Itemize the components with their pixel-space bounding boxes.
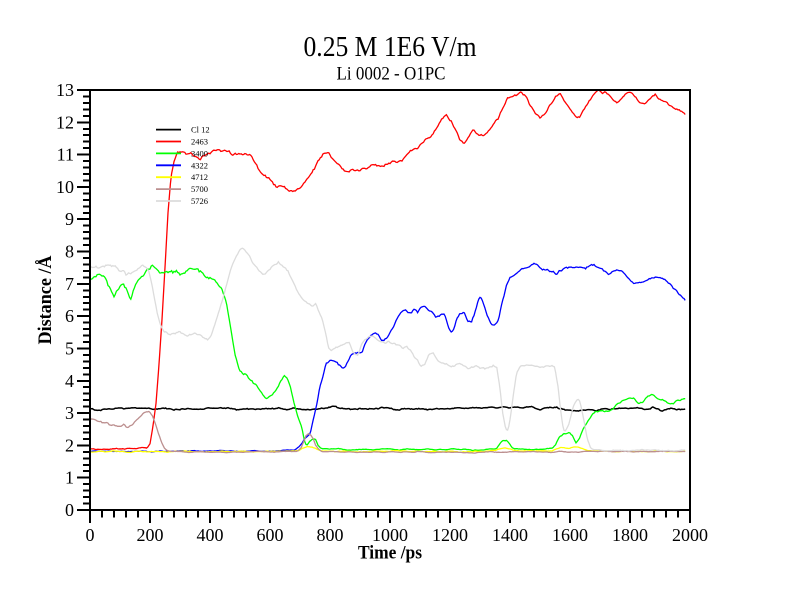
svg-text:1400: 1400 (492, 525, 528, 545)
svg-text:4712: 4712 (191, 172, 208, 182)
svg-text:7: 7 (65, 274, 74, 294)
svg-text:400: 400 (197, 525, 224, 545)
svg-text:3: 3 (65, 403, 74, 423)
svg-text:5700: 5700 (191, 184, 208, 194)
svg-text:10: 10 (56, 177, 74, 197)
svg-text:800: 800 (317, 525, 344, 545)
svg-text:11: 11 (57, 145, 74, 165)
svg-text:1000: 1000 (372, 525, 408, 545)
svg-text:200: 200 (137, 525, 164, 545)
svg-text:4: 4 (65, 371, 74, 391)
svg-text:Cl 12: Cl 12 (191, 125, 210, 135)
svg-text:1800: 1800 (612, 525, 648, 545)
svg-text:Li 0002 - O1PC: Li 0002 - O1PC (337, 64, 446, 85)
svg-text:12: 12 (56, 112, 74, 132)
svg-text:5726: 5726 (191, 196, 208, 206)
svg-text:1: 1 (65, 468, 74, 488)
svg-text:600: 600 (257, 525, 284, 545)
svg-text:Time /ps: Time /ps (358, 543, 422, 564)
svg-text:6: 6 (65, 306, 74, 326)
svg-text:1600: 1600 (552, 525, 588, 545)
svg-text:0: 0 (86, 525, 95, 545)
svg-text:2463: 2463 (191, 137, 208, 147)
svg-text:1200: 1200 (432, 525, 468, 545)
svg-text:9: 9 (65, 209, 74, 229)
svg-text:2000: 2000 (672, 525, 708, 545)
svg-text:4322: 4322 (191, 160, 208, 170)
svg-text:5: 5 (65, 339, 74, 359)
svg-text:13: 13 (56, 80, 74, 100)
svg-text:0: 0 (65, 500, 74, 520)
svg-text:3400: 3400 (191, 148, 208, 158)
svg-text:Distance /Å: Distance /Å (35, 255, 56, 344)
svg-text:2: 2 (65, 435, 74, 455)
svg-text:0.25 M 1E6 V/m: 0.25 M 1E6 V/m (304, 32, 477, 63)
svg-text:8: 8 (65, 242, 74, 262)
